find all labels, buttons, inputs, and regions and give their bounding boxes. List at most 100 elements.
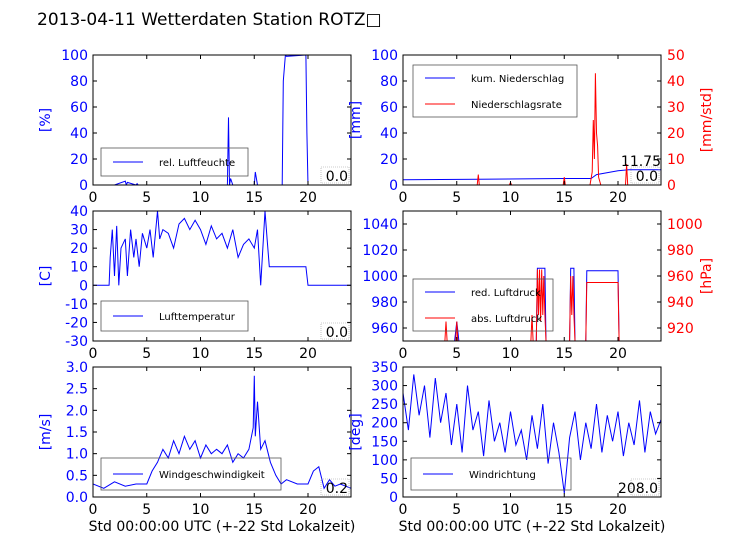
y-tick-label: 2.0 xyxy=(66,403,88,419)
subplot-2: 0 5 10 15 20 0 20 40 60 80 100 0 10 20 30 40 50 [mm] [mm/s… xyxy=(348,48,715,206)
subplot-5: 0 5 10 15 20 0.0 0.5 1.0 1.5 2.0 2.5 3.0 [m/s] Std 00… xyxy=(38,360,355,535)
plot-frame xyxy=(92,210,352,342)
y2-axis-label: [mm/std] xyxy=(699,88,715,153)
x-tick-label: 15 xyxy=(245,346,263,362)
y-tick-label: 1020 xyxy=(362,243,398,259)
series-line-1 xyxy=(403,267,661,341)
x-tick-label: 10 xyxy=(192,190,210,206)
y-tick-label: 80 xyxy=(380,74,398,90)
series-line-1 xyxy=(403,374,661,494)
y-tick-label: 350 xyxy=(371,360,398,376)
x-tick-label: 15 xyxy=(555,502,573,518)
legend-box xyxy=(412,278,554,332)
y-tick-label: 10 xyxy=(70,260,88,276)
x-tick-label: 0 xyxy=(399,190,408,206)
y-axis-label: [%] xyxy=(38,108,54,132)
y2-tick-label: 20 xyxy=(667,126,685,142)
legend-box xyxy=(100,457,282,491)
legend-label: abs. Luftdruck xyxy=(471,314,542,325)
x-tick-label: 20 xyxy=(609,190,627,206)
y2-tick-label: 1000 xyxy=(667,217,703,233)
current-value-box xyxy=(320,166,350,184)
y2-tick-label: 50 xyxy=(667,48,685,64)
series-line-2 xyxy=(403,73,661,185)
x-tick-label: 15 xyxy=(555,190,573,206)
x-tick-label: 0 xyxy=(399,502,408,518)
plot-frame xyxy=(92,54,352,186)
x-tick-label: 10 xyxy=(502,346,520,362)
y-tick-label: -20 xyxy=(65,315,88,331)
y-tick-label: 50 xyxy=(380,471,398,487)
subplot-1: 0 5 10 15 20 0 20 40 60 80 100 [%] rel. Luftfeuchte 0… xyxy=(38,48,352,206)
x-axis-label: Std 00:00:00 UTC (+-22 Std Lokalzeit) xyxy=(399,519,666,535)
y2-tick-label: 40 xyxy=(667,74,685,90)
x-tick-label: 20 xyxy=(609,346,627,362)
legend-box xyxy=(100,300,249,332)
current-value-box xyxy=(630,166,660,184)
y-tick-label: 300 xyxy=(371,379,398,395)
x-tick-label: 20 xyxy=(299,502,317,518)
x-axis-label: Std 00:00:00 UTC (+-22 Std Lokalzeit) xyxy=(89,519,356,535)
y-tick-label: 20 xyxy=(70,152,88,168)
y-tick-label: 3.0 xyxy=(66,360,88,376)
legend-label: red. Luftdruck xyxy=(471,288,541,299)
y-tick-label: 0 xyxy=(389,490,398,506)
current-value-label: 0.0 xyxy=(636,169,658,185)
y-tick-label: -10 xyxy=(65,297,88,313)
legend-label: rel. Luftfeuchte xyxy=(159,158,235,169)
y-tick-label: 1.0 xyxy=(66,447,88,463)
x-tick-label: 10 xyxy=(502,502,520,518)
y-tick-label: 60 xyxy=(380,100,398,116)
current-value-label: 0.0 xyxy=(326,325,348,341)
y-tick-label: 40 xyxy=(380,126,398,142)
x-tick-label: 20 xyxy=(299,190,317,206)
y-tick-label: -30 xyxy=(65,334,88,350)
legend-box xyxy=(412,64,578,118)
y-tick-label: 80 xyxy=(70,74,88,90)
y-tick-label: 40 xyxy=(70,126,88,142)
y2-tick-label: 10 xyxy=(667,152,685,168)
x-tick-label: 0 xyxy=(399,346,408,362)
y-axis-label: [deg] xyxy=(348,413,364,450)
y-tick-label: 0 xyxy=(79,278,88,294)
x-tick-label: 5 xyxy=(452,502,461,518)
x-tick-label: 20 xyxy=(609,502,627,518)
y-axis-label: [C] xyxy=(38,266,54,287)
y-tick-label: 1000 xyxy=(362,269,398,285)
legend-label: kum. Niederschlag xyxy=(471,74,564,85)
y2-tick-label: 30 xyxy=(667,100,685,116)
legend-label: Lufttemperatur xyxy=(159,312,236,323)
y-tick-label: 40 xyxy=(70,204,88,220)
legend-box xyxy=(100,147,249,177)
series-line-1 xyxy=(93,211,351,286)
y-tick-label: 250 xyxy=(371,397,398,413)
x-tick-label: 0 xyxy=(89,502,98,518)
x-tick-label: 15 xyxy=(245,502,263,518)
current-value-box xyxy=(630,478,660,496)
y-tick-label: 1.5 xyxy=(66,425,88,441)
figure-title: 2013-04-11 Wetterdaten Station ROTZ□ xyxy=(37,10,382,30)
y-tick-label: 0 xyxy=(389,178,398,194)
x-tick-label: 15 xyxy=(245,190,263,206)
current-value-box xyxy=(320,478,350,496)
x-tick-label: 5 xyxy=(452,346,461,362)
x-tick-label: 5 xyxy=(142,502,151,518)
x-tick-label: 5 xyxy=(452,190,461,206)
x-tick-label: 10 xyxy=(192,346,210,362)
current-value-box xyxy=(320,322,350,340)
y-tick-label: 0.5 xyxy=(66,468,88,484)
y-tick-label: 0 xyxy=(79,178,88,194)
y-tick-label: 60 xyxy=(70,100,88,116)
legend-label: Windrichtung xyxy=(469,470,536,481)
y-tick-label: 150 xyxy=(371,434,398,450)
y2-tick-label: 920 xyxy=(667,321,694,337)
x-tick-label: 20 xyxy=(299,346,317,362)
x-tick-label: 0 xyxy=(89,190,98,206)
y2-tick-label: 940 xyxy=(667,295,694,311)
y2-tick-label: 980 xyxy=(667,243,694,259)
y-tick-label: 100 xyxy=(61,48,88,64)
series-line-1 xyxy=(403,169,661,181)
x-tick-label: 5 xyxy=(142,190,151,206)
